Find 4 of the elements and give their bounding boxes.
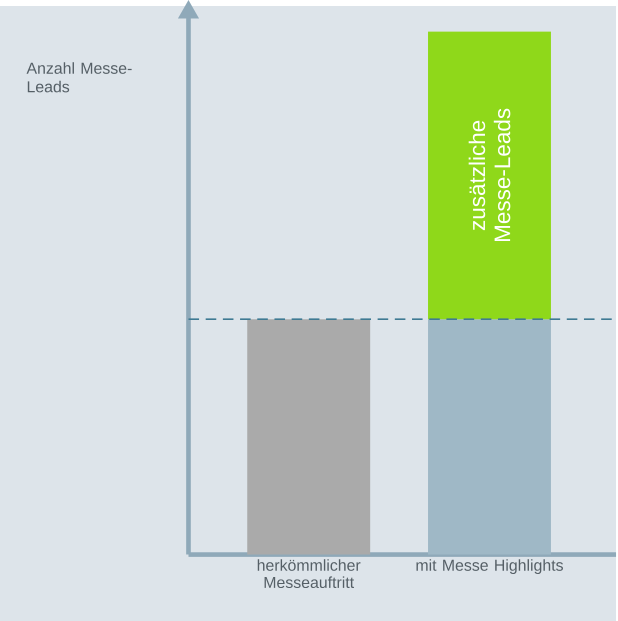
annotation: zusätzliche Messe-Leads	[468, 108, 510, 242]
y-axis-title: Anzahl Messe-Leads	[26, 62, 132, 92]
x-tick-label: herkömmlicher Messeauftritt	[258, 559, 360, 588]
x-tick-label: mit Messe Highlights	[416, 559, 563, 574]
